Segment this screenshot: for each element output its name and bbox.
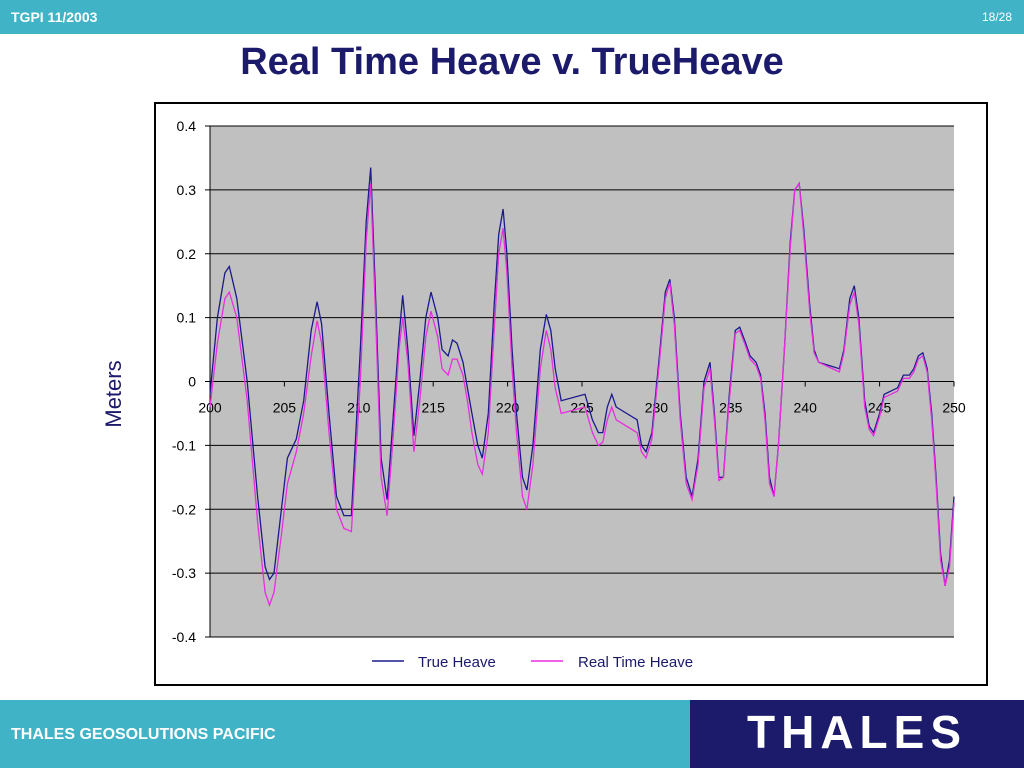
y-tick-label: 0.2 [177,246,197,262]
legend-label-true-heave: True Heave [418,654,496,671]
x-tick-label: 235 [719,400,743,416]
slide-number: 18/28 [981,10,1012,24]
x-ticks: 200 205 210 215 220 225 230 235 240 245 250 [198,381,966,416]
y-tick-label: -0.1 [172,437,196,453]
x-tick-label: 250 [942,400,966,416]
heave-chart: -0.4-0.3-0.2-0.100.10.20.30.4 200 205 210 2… [172,118,966,671]
x-tick-label: 245 [868,400,892,416]
y-tick-label: -0.3 [172,565,196,581]
header-bar [0,0,1024,34]
y-tick-label: -0.4 [172,629,196,645]
footer-company-name: THALES GEOSOLUTIONS PACIFIC [11,726,276,743]
x-tick-label: 200 [198,400,222,416]
legend: True Heave Real Time Heave [372,654,693,671]
y-tick-label: -0.2 [172,501,196,517]
header-left-label: TGPI 11/2003 [11,9,98,25]
y-tick-label: 0.1 [177,310,197,326]
footer-bar [0,700,690,768]
x-tick-label: 230 [645,400,669,416]
series-real-time-heave [209,181,955,608]
x-tick-label: 240 [794,400,818,416]
y-tick-label: 0 [188,374,196,390]
logo-box [690,700,1024,768]
x-tick-label: 205 [273,400,297,416]
y-tick-label: 0.4 [177,118,197,134]
legend-label-real-time-heave: Real Time Heave [578,654,693,671]
x-tick-label: 215 [422,400,446,416]
y-tick-label: 0.3 [177,182,197,198]
slide-title: Real Time Heave v. TrueHeave [240,41,784,83]
thales-logo: THALES [747,706,967,758]
series-lines [209,167,955,608]
y-ticks: -0.4 -0.3 -0.2 -0.1 0 0.1 0.2 0.3 0.4 [172,118,210,645]
x-tick-label: 220 [496,400,520,416]
